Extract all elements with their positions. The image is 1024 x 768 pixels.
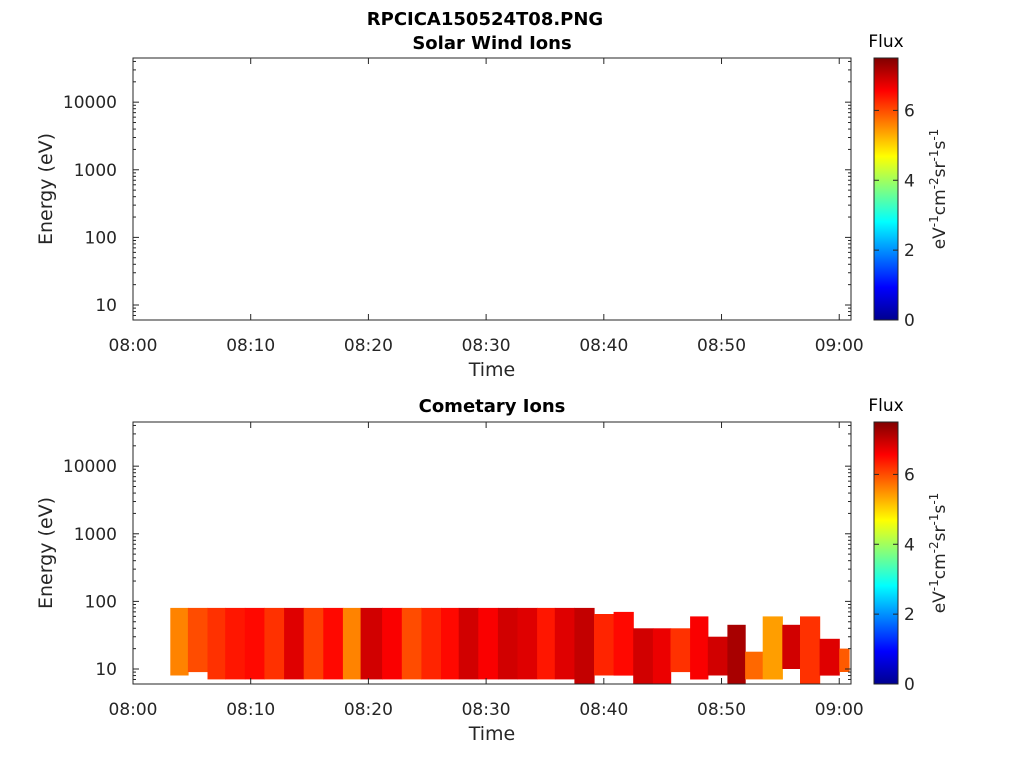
colorbar-tick-label: 4 [904,171,915,191]
spectrogram-cell-30 [745,651,764,680]
colorbar-tick-label: 2 [904,605,915,625]
colorbar: Flux 0 2 4 6 eV-1cm-2sr-1s-1 [868,396,950,695]
spectrogram-cell-11 [382,607,403,680]
colorbar-tick-label: 6 [904,465,915,485]
colorbar-tick-label: 6 [904,101,915,121]
y-tick-label: 10 [95,660,117,680]
y-tick-label: 100 [85,592,117,612]
plot-area [132,421,852,685]
spectrogram-cell-28 [707,636,728,676]
spectrogram-cell-1 [187,607,209,673]
panel-title: Cometary Ions [419,396,566,417]
spectrogram-cells [170,607,850,684]
y-axis-ticks: 10 100 1000 10000 [63,424,851,685]
colorbar-tick-label: 2 [904,241,915,261]
spectrogram-cell-22 [594,614,615,676]
y-tick-label: 100 [85,228,117,248]
x-axis-label: Time [468,723,516,745]
colorbar-label: Flux [868,32,903,52]
spectrogram-cell-25 [652,628,672,684]
spectrogram-cell-2 [207,607,226,680]
x-tick-label: 08:40 [579,336,628,356]
x-tick-label: 09:00 [815,336,864,356]
spectrogram-cell-24 [633,628,654,684]
x-tick-label: 08:10 [226,700,275,720]
colorbar-gradient [873,57,899,321]
spectrogram-cell-23 [613,611,634,676]
x-tick-label: 08:10 [226,336,275,356]
spectrogram-cell-13 [421,607,442,680]
colorbar: Flux 0 2 4 6 eV-1cm-2sr-1s-1 [868,32,950,331]
spectrogram-cell-16 [478,607,499,680]
y-tick-label: 10 [95,296,117,316]
y-axis-label: Energy (eV) [35,133,57,245]
colorbar-ticks: 0 2 4 6 [874,101,915,331]
spectrogram-cell-12 [401,607,422,680]
spectrogram-cell-29 [727,624,746,684]
x-axis-ticks: 08:00 08:10 08:20 08:30 08:40 08:50 09:00 [109,422,864,720]
colorbar-tick-label: 4 [904,535,915,555]
spectrogram-cell-33 [800,616,821,684]
spectrogram-cell-21 [574,607,595,684]
y-tick-label: 1000 [74,161,117,181]
spectrogram-cell-0 [170,607,189,676]
spectrogram-cell-26 [670,628,691,673]
spectrogram-cell-10 [360,607,383,680]
x-tick-label: 08:50 [697,336,746,356]
x-tick-label: 08:30 [462,336,511,356]
spectrogram-cell-5 [264,607,285,680]
spectrogram-cell-20 [554,607,575,680]
y-tick-label: 10000 [63,93,117,113]
y-axis-ticks: 10 100 1000 10000 [63,60,851,321]
spectrogram-cell-35 [839,648,850,672]
spectrogram-cell-4 [244,607,265,680]
x-tick-label: 09:00 [815,700,864,720]
x-tick-label: 08:20 [344,336,393,356]
colorbar-tick-label: 0 [904,675,915,695]
spectrogram-cell-17 [497,607,519,680]
x-tick-label: 08:00 [109,700,158,720]
x-axis-label: Time [468,359,516,381]
x-tick-label: 08:40 [579,700,628,720]
colorbar-tick-label: 0 [904,311,915,331]
y-tick-label: 1000 [74,525,117,545]
spectrogram-cell-19 [537,607,556,680]
spectrogram-cell-8 [323,607,344,680]
spectrogram-cell-3 [225,607,246,680]
y-axis-label: Energy (eV) [35,497,57,609]
colorbar-label: Flux [868,396,903,416]
x-tick-label: 08:30 [462,700,511,720]
colorbar-unit: eV-1cm-2sr-1s-1 [927,493,950,614]
spectrogram-cell-9 [342,607,362,680]
cometary-ions-panel: Cometary Ions 08:00 08:10 08:20 08:30 08:40 0… [35,396,950,745]
spectrogram-cell-31 [762,616,783,680]
spectrogram-cell-15 [458,607,479,680]
spectrogram-cell-34 [819,638,840,676]
spectrogram-cell-32 [782,624,801,669]
colorbar-unit: eV-1cm-2sr-1s-1 [927,129,950,250]
spectrogram-cell-6 [284,607,305,680]
solar-wind-ions-panel: Solar Wind Ions 08:00 08:10 08:20 08:30 08:4… [35,32,950,381]
spectrogram-cell-27 [690,616,709,680]
colorbar-gradient [873,421,899,685]
panel-title: Solar Wind Ions [412,33,571,54]
spectrogram-cell-7 [303,607,324,680]
colorbar-ticks: 0 2 4 6 [874,465,915,695]
plot-area [132,57,852,321]
y-tick-label: 10000 [63,457,117,477]
x-tick-label: 08:50 [697,700,746,720]
x-tick-label: 08:00 [109,336,158,356]
spectrogram-cell-18 [517,607,538,680]
figure-title: RPCICA150524T08.PNG [367,9,603,30]
spectrogram-cell-14 [441,607,460,680]
x-axis-ticks: 08:00 08:10 08:20 08:30 08:40 08:50 09:00 [109,58,864,356]
x-tick-label: 08:20 [344,700,393,720]
